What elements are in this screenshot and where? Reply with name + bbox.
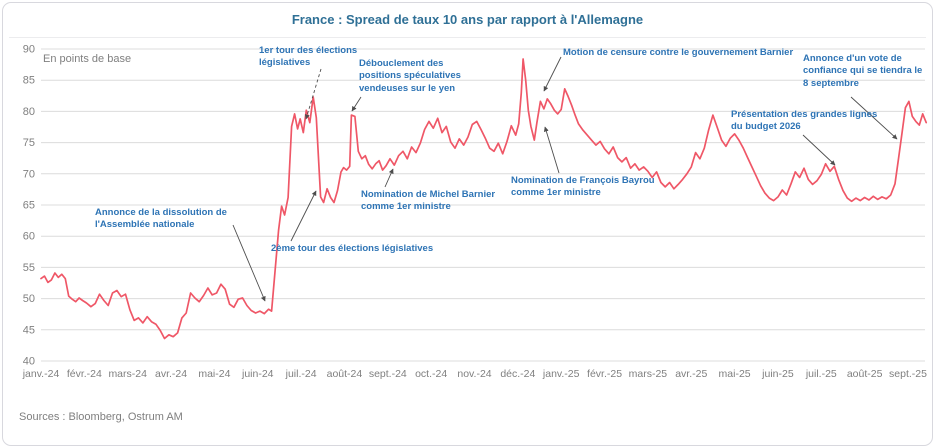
y-tick-label-85: 85 <box>23 75 35 87</box>
x-tick-label-janv.-24: janv.-24 <box>22 368 60 380</box>
leader-line-confidence-vote <box>850 96 898 140</box>
y-tick-label-45: 45 <box>23 324 35 336</box>
annotation-dissolution: Annonce de la dissolution de l'Assemblée… <box>95 207 227 231</box>
y-axis-labels: 90 85 80 75 70 65 60 55 50 45 40 <box>23 44 35 368</box>
x-tick-label-mai-25: mai-25 <box>719 368 751 380</box>
y-tick-label-75: 75 <box>23 137 35 149</box>
y-tick-label-60: 60 <box>23 231 35 243</box>
leader-line-censure-motion <box>543 56 562 92</box>
annotation-censure-motion: Motion de censure contre le gouvernement… <box>563 47 794 58</box>
spread-line-chart: 90 85 80 75 70 65 60 55 50 45 40 janv.-24 févr.-24 m… <box>22 44 928 381</box>
x-tick-label-mars-24: mars-24 <box>108 368 147 380</box>
x-tick-label-oct.-24: oct.-24 <box>415 368 447 380</box>
x-tick-label-sept.-25: sept.-25 <box>889 368 927 380</box>
x-tick-label-déc.-24: déc.-24 <box>500 368 535 380</box>
annotation-yen-unwind: Débouclement des positions spéculatives … <box>359 58 461 94</box>
x-tick-label-nov.-24: nov.-24 <box>457 368 491 380</box>
x-tick-label-juil.-24: juil.-24 <box>285 368 317 380</box>
x-tick-label-août-25: août-25 <box>847 368 883 380</box>
annotation-election-round-1: 1er tour des élections législatives <box>259 45 358 69</box>
annotation-barnier-nomination: Nomination de Michel Barnier comme 1er m… <box>361 189 496 213</box>
y-axis-unit-label: En points de base <box>43 53 132 65</box>
x-tick-label-juil.-25: juil.-25 <box>805 368 837 380</box>
title-divider <box>9 37 926 38</box>
sources-label: Sources : Bloomberg, Ostrum AM <box>19 411 183 423</box>
y-tick-label-90: 90 <box>23 44 35 56</box>
x-tick-label-août-24: août-24 <box>327 368 363 380</box>
y-tick-label-65: 65 <box>23 200 35 212</box>
x-tick-label-avr.-24: avr.-24 <box>155 368 187 380</box>
annotation-bayrou-nomination: Nomination de François Bayrou comme 1er … <box>511 175 655 199</box>
x-tick-label-juin-25: juin-25 <box>761 368 794 380</box>
x-tick-label-févr.-25: févr.-25 <box>587 368 622 380</box>
annotation-election-round-2: 2ème tour des élections législatives <box>271 243 434 254</box>
series-line <box>40 58 928 340</box>
x-tick-label-avr.-25: avr.-25 <box>675 368 707 380</box>
x-tick-label-juin-24: juin-24 <box>241 368 274 380</box>
leader-line-bayrou-nomination <box>543 126 560 174</box>
y-tick-label-40: 40 <box>23 356 35 368</box>
leader-line-budget-2026 <box>802 134 836 166</box>
x-tick-label-janv.-25: janv.-25 <box>542 368 580 380</box>
leader-line-yen-unwind <box>351 96 362 112</box>
annotation-confidence-vote: Annonce d'un vote de confiance qui se ti… <box>803 53 923 89</box>
annotation-leader-lines <box>232 56 898 302</box>
y-tick-label-50: 50 <box>23 293 35 305</box>
y-tick-label-80: 80 <box>23 106 35 118</box>
y-tick-label-55: 55 <box>23 262 35 274</box>
x-tick-label-févr.-24: févr.-24 <box>67 368 102 380</box>
spread-series-line <box>40 58 928 340</box>
x-tick-label-mars-25: mars-25 <box>629 368 668 380</box>
annotation-budget-2026: Présentation des grandes lignes du budge… <box>731 109 878 133</box>
y-tick-label-70: 70 <box>23 168 35 180</box>
gridlines <box>41 48 925 362</box>
chart-title: France : Spread de taux 10 ans par rappo… <box>291 12 644 27</box>
leader-line-election-round-2 <box>290 190 317 242</box>
x-tick-label-sept.-24: sept.-24 <box>369 368 407 380</box>
x-axis-labels: janv.-24 févr.-24 mars-24 avr.-24 mai-24 juin… <box>22 368 927 380</box>
leader-line-dissolution <box>232 224 266 302</box>
leader-line-barnier-nomination <box>384 168 394 188</box>
x-tick-label-mai-24: mai-24 <box>198 368 230 380</box>
